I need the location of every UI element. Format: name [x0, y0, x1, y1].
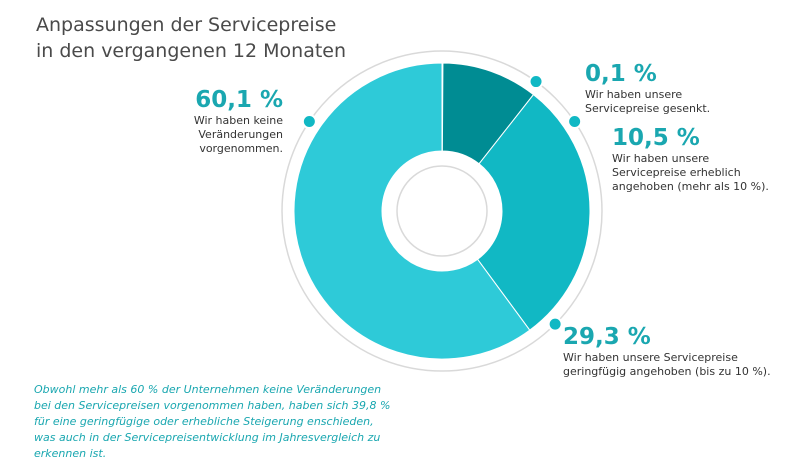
label-slight-increase-percent: 29,3 %: [563, 324, 651, 350]
chart-title-line-1: Anpassungen der Servicepreise: [36, 14, 337, 36]
label-decreased: 0,1 % Wir haben unsere Servicepreise ges…: [585, 60, 745, 116]
marker-significant-increase: [567, 114, 583, 130]
label-decreased-description: Wir haben unsere Servicepreise gesenkt.: [585, 88, 711, 115]
slice-slight-increase: [476, 93, 591, 331]
slice-no-change: [293, 62, 531, 360]
footnote: Obwohl mehr als 60 % der Unternehmen kei…: [34, 383, 391, 460]
label-significant-increase: 10,5 % Wir haben unsere Servicepreise er…: [612, 124, 782, 194]
label-slight-increase-description: Wir haben unsere Servicepreise geringfüg…: [563, 351, 771, 378]
chart-title: Anpassungen der Servicepreise in den ver…: [36, 12, 356, 64]
marker-slight-increase: [547, 316, 563, 332]
outer-ring: [281, 50, 603, 372]
label-no-change-description: Wir haben keine Veränderungen vorgenomme…: [193, 114, 283, 155]
chart-title-line-2: in den vergangenen 12 Monaten: [36, 40, 347, 62]
inner-ring: [396, 165, 488, 257]
label-no-change-percent: 60,1 %: [195, 87, 283, 113]
label-significant-increase-description: Wir haben unsere Servicepreise erheblich…: [612, 152, 769, 193]
marker-decreased: [528, 74, 544, 90]
label-decreased-percent: 0,1 %: [585, 61, 657, 87]
marker-no-change: [301, 114, 317, 130]
label-significant-increase-percent: 10,5 %: [612, 125, 700, 151]
label-slight-increase: 29,3 % Wir haben unsere Servicepreise ge…: [563, 323, 773, 379]
label-no-change: 60,1 % Wir haben keine Veränderungen vor…: [183, 86, 283, 156]
